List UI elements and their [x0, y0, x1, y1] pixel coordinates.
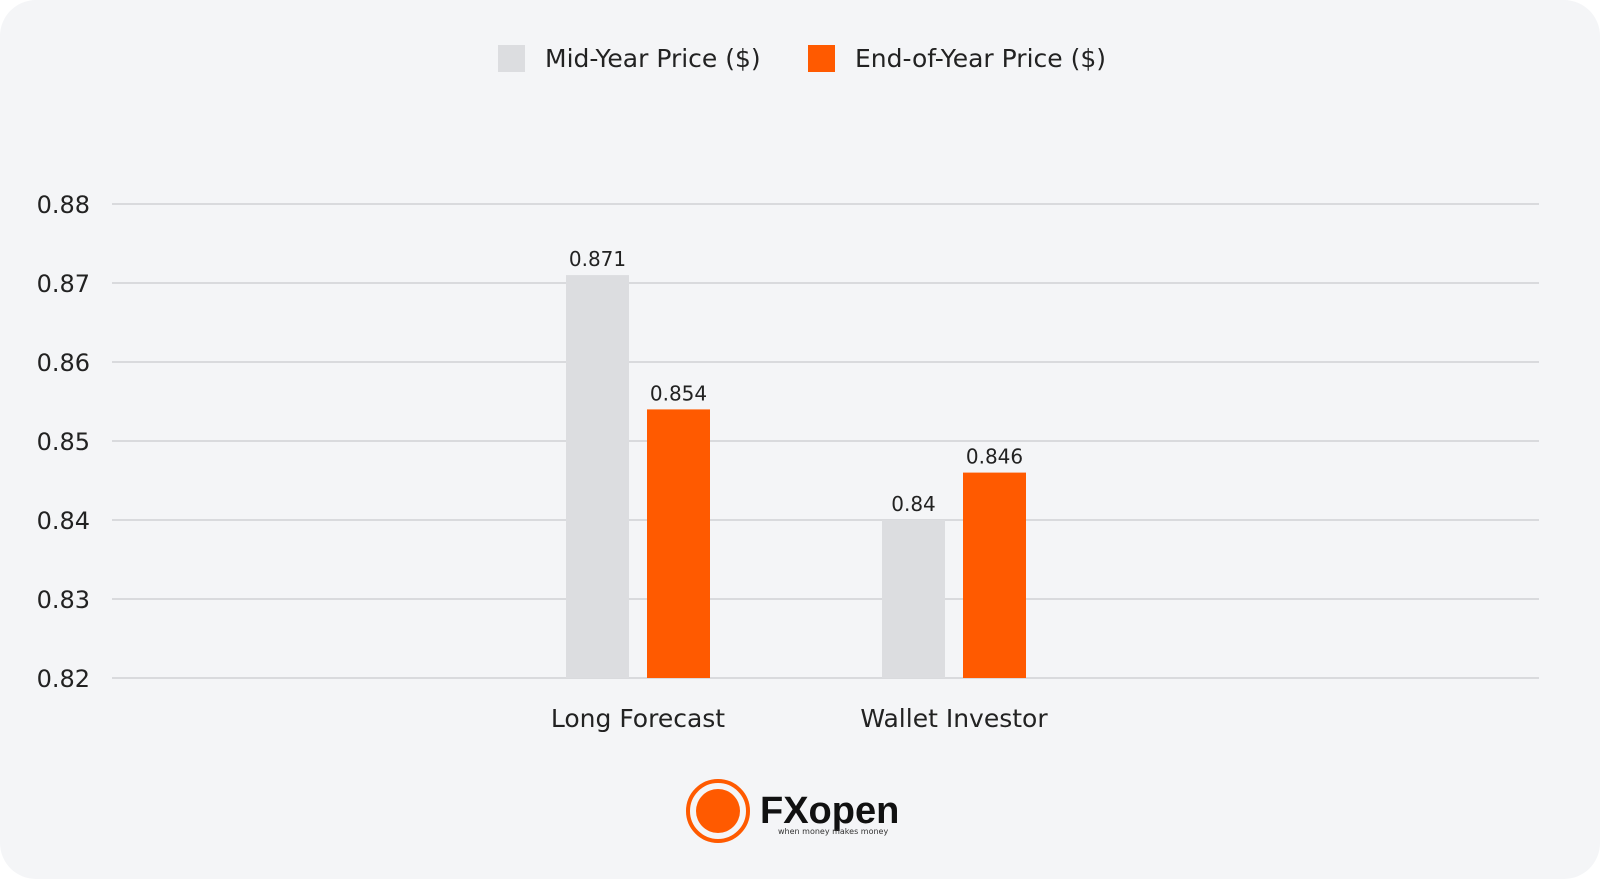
bar — [882, 520, 945, 678]
y-tick-label: 0.87 — [37, 270, 90, 298]
data-label: 0.871 — [569, 247, 626, 271]
y-tick-label: 0.86 — [37, 349, 90, 377]
x-tick-label: Wallet Investor — [860, 704, 1048, 733]
data-label: 0.846 — [966, 445, 1023, 469]
logo-ring — [686, 779, 750, 843]
x-tick-label: Long Forecast — [551, 704, 725, 733]
legend-swatch — [498, 45, 525, 72]
y-tick-label: 0.83 — [37, 586, 90, 614]
y-tick-label: 0.82 — [37, 665, 90, 693]
bar — [963, 472, 1026, 678]
data-label: 0.84 — [891, 492, 936, 516]
legend-label: End-of-Year Price ($) — [855, 44, 1106, 73]
logo-name: FXopen — [760, 790, 899, 832]
data-label: 0.854 — [650, 381, 707, 405]
y-tick-label: 0.85 — [37, 428, 90, 456]
bar — [647, 409, 710, 678]
bar — [566, 275, 629, 678]
y-tick-label: 0.84 — [37, 507, 90, 535]
legend-label: Mid-Year Price ($) — [545, 44, 761, 73]
logo-tagline: when money makes money — [778, 827, 888, 836]
y-tick-label: 0.88 — [37, 191, 90, 219]
logo-emblem — [696, 789, 740, 833]
legend-swatch — [808, 45, 835, 72]
logo: FXopen when money makes money — [686, 779, 899, 843]
